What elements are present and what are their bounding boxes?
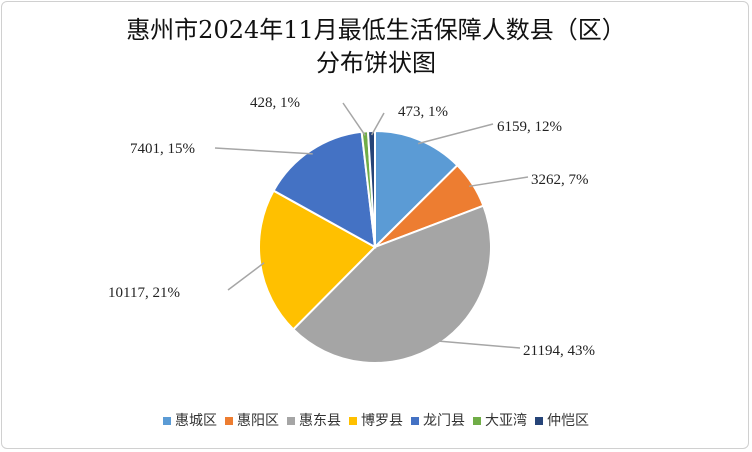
legend-label: 惠阳区: [237, 413, 279, 429]
pie-slice-仲恺区: [366, 129, 376, 248]
title-line-2: 分布饼状图: [316, 49, 436, 77]
pie-slice-龙门县: [272, 130, 377, 249]
legend-item: 仲恺区: [535, 410, 589, 430]
chart-title: 惠州市2024年11月最低生活保障人数县（区） 分布饼状图: [0, 14, 752, 80]
legend-swatch: [411, 417, 419, 425]
legend-swatch: [163, 417, 171, 425]
data-label: 3262, 7%: [531, 172, 589, 188]
leader-line: [227, 262, 265, 291]
data-label: 10117, 21%: [108, 285, 180, 301]
data-label: 6159, 12%: [497, 119, 562, 135]
legend-label: 博罗县: [361, 413, 403, 429]
leader-line: [370, 112, 385, 136]
legend-label: 龙门县: [423, 413, 465, 429]
title-line-1: 惠州市2024年11月最低生活保障人数县（区）: [126, 16, 626, 44]
pie-slice-博罗县: [258, 189, 377, 331]
legend-swatch: [349, 417, 357, 425]
legend-swatch: [225, 417, 233, 425]
legend-item: 惠城区: [163, 410, 217, 430]
legend-item: 博罗县: [349, 410, 403, 430]
leader-line: [342, 102, 366, 136]
leader-line: [469, 176, 529, 188]
legend-label: 仲恺区: [547, 413, 589, 429]
legend: 惠城区 惠阳区 惠东县 博罗县 龙门县 大亚湾 仲恺区: [0, 410, 752, 430]
pie-slice-惠东县: [291, 204, 492, 364]
legend-label: 惠城区: [175, 413, 217, 429]
legend-swatch: [473, 417, 481, 425]
legend-label: 大亚湾: [485, 413, 527, 429]
legend-swatch: [287, 417, 295, 425]
legend-item: 惠东县: [287, 410, 341, 430]
data-label: 473, 1%: [398, 104, 448, 120]
pie-slice-惠城区: [374, 129, 459, 250]
leader-line: [214, 147, 313, 155]
data-label: 428, 1%: [250, 95, 300, 111]
data-label: 21194, 43%: [523, 343, 595, 359]
legend-swatch: [535, 417, 543, 425]
legend-item: 惠阳区: [225, 410, 279, 430]
data-label: 7401, 15%: [130, 141, 195, 157]
leader-line: [435, 340, 521, 349]
legend-item: 大亚湾: [473, 410, 527, 430]
legend-label: 惠东县: [299, 413, 341, 429]
leader-line: [417, 123, 494, 145]
legend-item: 龙门县: [411, 410, 465, 430]
